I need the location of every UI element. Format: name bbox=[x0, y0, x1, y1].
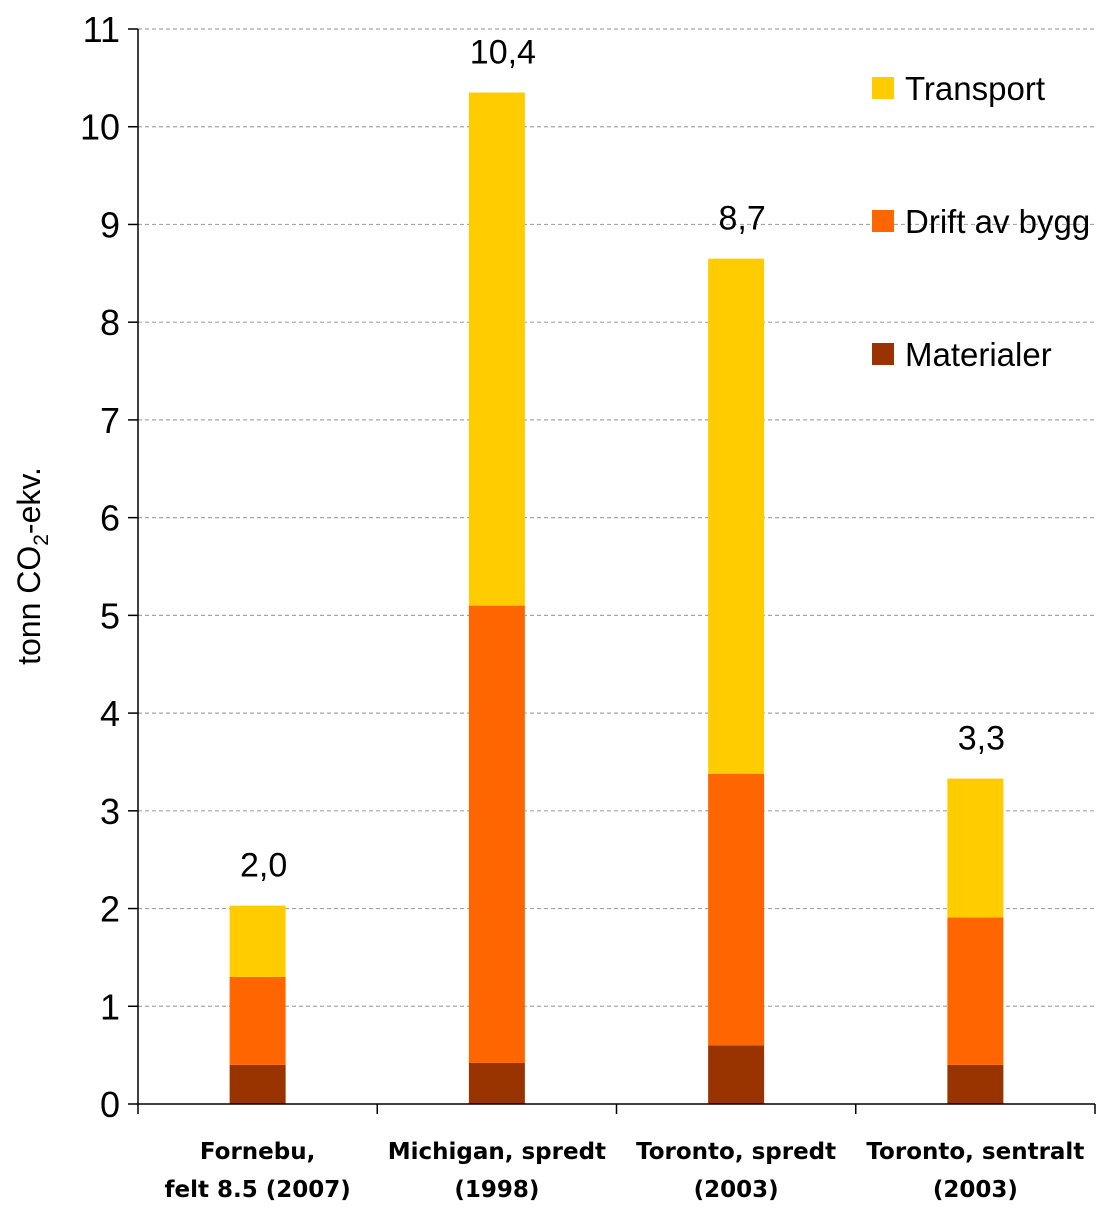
data-label-total: 2,0 bbox=[240, 847, 287, 885]
legend-swatch bbox=[872, 343, 894, 365]
legend: Transport Drift av bygg Materialer bbox=[872, 70, 1090, 373]
bar-drift-av-bygg bbox=[708, 773, 765, 1046]
y-tick-label: 1 bbox=[100, 986, 120, 1027]
bar-transport bbox=[229, 905, 286, 977]
y-tick-label: 8 bbox=[100, 302, 120, 343]
legend-swatch bbox=[872, 77, 894, 99]
y-tick-label: 6 bbox=[100, 498, 120, 539]
y-axis-title: tonn CO2-ekv. bbox=[11, 467, 53, 665]
y-tick-label: 7 bbox=[100, 400, 120, 441]
bars bbox=[229, 92, 1004, 1104]
bar-drift-av-bygg bbox=[468, 605, 525, 1063]
bar-transport bbox=[708, 258, 765, 774]
bar-drift-av-bygg bbox=[947, 917, 1004, 1065]
bar-transport bbox=[468, 92, 525, 606]
y-tick-label: 4 bbox=[100, 693, 120, 734]
x-tick-label: Fornebu, felt 8.5 (2007) bbox=[164, 1139, 350, 1203]
bar-drift-av-bygg bbox=[229, 976, 286, 1065]
bar-transport bbox=[947, 778, 1004, 918]
x-tick-label: Toronto, spredt (2003) bbox=[636, 1139, 836, 1203]
gridlines bbox=[138, 28, 1095, 1007]
legend-label: Materialer bbox=[905, 336, 1052, 373]
y-tick-label: 3 bbox=[100, 791, 120, 832]
data-label-total: 10,4 bbox=[470, 34, 536, 72]
bar-materialer bbox=[708, 1045, 765, 1104]
axes bbox=[128, 28, 1096, 1114]
y-tick-label: 0 bbox=[100, 1084, 120, 1125]
x-tick-label: Toronto, sentralt (2003) bbox=[866, 1139, 1084, 1203]
bar-materialer bbox=[229, 1064, 286, 1104]
y-tick-label: 11 bbox=[83, 9, 120, 50]
y-tick-label: 2 bbox=[100, 889, 120, 930]
labels: 0 1 2 3 4 5 6 7 8 9 10 11 2,0 Fornebu, felt 8.5 (2007)… bbox=[80, 9, 1084, 1203]
bar-materialer bbox=[947, 1064, 1004, 1104]
bar-materialer bbox=[468, 1062, 525, 1104]
data-label-total: 3,3 bbox=[958, 720, 1005, 758]
y-tick-label: 5 bbox=[100, 595, 120, 636]
legend-label: Transport bbox=[905, 70, 1045, 107]
data-label-total: 8,7 bbox=[718, 200, 765, 238]
legend-swatch bbox=[872, 210, 894, 232]
legend-label: Drift av bygg bbox=[905, 203, 1090, 240]
y-tick-label: 9 bbox=[100, 204, 120, 245]
y-tick-label: 10 bbox=[80, 107, 120, 148]
x-tick-label: Michigan, spredt (1998) bbox=[388, 1139, 606, 1203]
